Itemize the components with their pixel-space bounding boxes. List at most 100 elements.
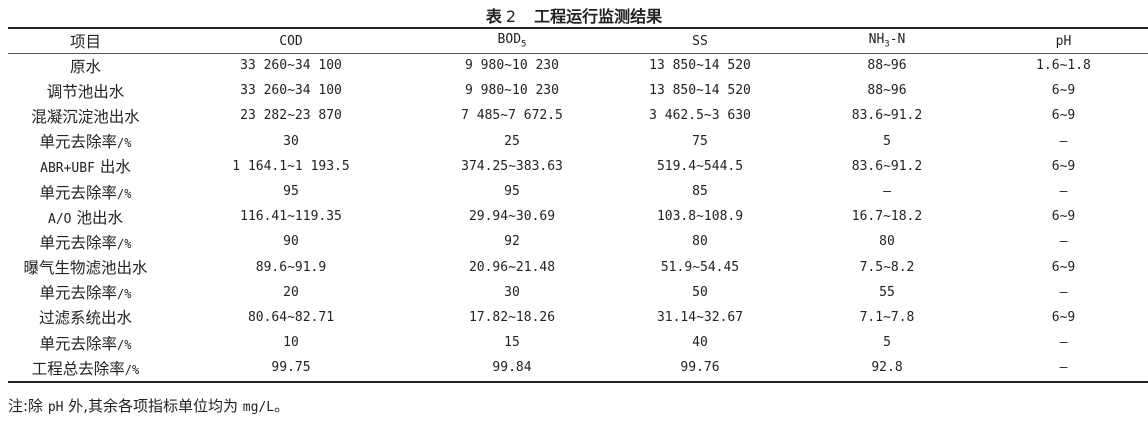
table-cell: 80 (879, 234, 895, 250)
table-cell: 25 (504, 133, 520, 149)
table-cell: 13 850~14 520 (649, 58, 751, 74)
top-rule (8, 27, 1148, 29)
table-cell: 99.75 (271, 360, 311, 376)
column-header: BOD5 (419, 29, 605, 53)
row-label-text: 调节池出水 (46, 82, 125, 101)
table-cell: 88~96 (867, 83, 907, 99)
header-text: SS (692, 33, 708, 49)
table-cell: 6~9 (1051, 209, 1076, 225)
row-label-unit: /% (117, 186, 132, 201)
table-cell: 7 485~7 672.5 (461, 108, 563, 124)
row-label: 混凝沉淀池出水 (8, 103, 163, 128)
row-label: 曝气生物滤池出水 (8, 255, 163, 280)
table-cell: 6~9 (1051, 83, 1076, 99)
bottom-rule (8, 381, 1148, 383)
table-row: 单元去除率/% 90 92 80 80 — (8, 229, 1148, 254)
table-cell: — (1059, 284, 1068, 300)
table-cell: 6~9 (1051, 309, 1076, 325)
row-label: ABR+UBF 出水 (8, 154, 163, 179)
row-label: 原水 (8, 53, 163, 78)
table-cell: 20 (283, 284, 299, 300)
header-subscript: 3 (884, 39, 890, 50)
table-row: 混凝沉淀池出水 23 282~23 870 7 485~7 672.5 3 462.5… (8, 103, 1148, 128)
header-suffix: -N (889, 32, 906, 48)
row-label-text: 过滤系统出水 (38, 309, 132, 328)
table-cell: — (1059, 184, 1068, 200)
table-cell: 83.6~91.2 (851, 108, 923, 124)
table-cell: 5 (883, 335, 891, 351)
monitoring-results-table: 项目 COD BOD5 SS NH3-N pH 原水 33 260~34 100 9 980~… (8, 29, 1148, 380)
row-label: 单元去除率/% (8, 179, 163, 204)
row-label: A/O 池出水 (8, 204, 163, 229)
table-row: 单元去除率/% 95 95 85 — — (8, 179, 1148, 204)
table-cell: 23 282~23 870 (240, 108, 342, 124)
table-row: ABR+UBF 出水 1 164.1~1 193.5 374.25~383.63 51… (8, 154, 1148, 179)
table-cell: 9 980~10 230 (465, 83, 559, 99)
header-row: 项目 COD BOD5 SS NH3-N pH (8, 29, 1148, 53)
table-cell: 92 (504, 234, 520, 250)
table-row: 曝气生物滤池出水 89.6~91.9 20.96~21.48 51.9~54.45 7.… (8, 255, 1148, 280)
row-label: 单元去除率/% (8, 330, 163, 355)
note-middle: 外,其余各项指标单位均为 (63, 397, 243, 415)
row-label: 工程总去除率/% (8, 355, 163, 380)
row-label-prefix: ABR+UBF (40, 161, 95, 177)
table-row: 调节池出水 33 260~34 100 9 980~10 230 13 850~14 … (8, 78, 1148, 103)
row-label-text: 原水 (69, 57, 101, 76)
table-cell: 17.82~18.26 (468, 309, 556, 325)
column-header: 项目 (8, 29, 163, 53)
header-subscript: 5 (521, 39, 527, 50)
table-cell: 95 (504, 184, 520, 200)
caption-prefix: 表 (485, 7, 502, 26)
header-text: BOD (497, 32, 522, 48)
row-label-text: 单元去除率 (39, 133, 118, 152)
header-text: COD (279, 33, 303, 49)
row-label: 调节池出水 (8, 78, 163, 103)
table-cell: — (1059, 360, 1068, 376)
table-row: A/O 池出水 116.41~119.35 29.94~30.69 103.8~108… (8, 204, 1148, 229)
table-cell: 90 (283, 234, 299, 250)
column-header: COD (163, 29, 419, 53)
table-cell: 88~96 (867, 58, 907, 74)
note-prefix: 注:除 (8, 397, 48, 415)
table-cell: 10 (283, 335, 299, 351)
row-label-text: 混凝沉淀池出水 (31, 107, 140, 126)
table-cell: 55 (879, 284, 895, 300)
row-label-text: 单元去除率 (39, 284, 118, 303)
row-label-unit: /% (117, 236, 132, 251)
table-cell: 116.41~119.35 (240, 209, 342, 225)
row-label-text: 池出水 (76, 208, 123, 227)
table-cell: 95 (283, 184, 299, 200)
table-row: 原水 33 260~34 100 9 980~10 230 13 850~14 520… (8, 53, 1148, 78)
table-cell: 50 (692, 284, 708, 300)
table-cell: 1.6~1.8 (1036, 58, 1091, 74)
row-label-prefix: A/O (48, 211, 72, 227)
table-row: 单元去除率/% 20 30 50 55 — (8, 280, 1148, 305)
table-cell: 99.84 (492, 360, 532, 376)
row-label-text: 单元去除率 (39, 233, 118, 252)
table-row: 过滤系统出水 80.64~82.71 17.82~18.26 31.14~32.67 7… (8, 305, 1148, 330)
header-text: 项目 (69, 33, 101, 51)
table-note: 注:除 pH 外,其余各项指标单位均为 mg/L。 (8, 395, 289, 416)
table-cell: 13 850~14 520 (649, 83, 751, 99)
header-text: NH (868, 32, 885, 48)
table-cell: 9 980~10 230 (465, 58, 559, 74)
table-cell: — (883, 184, 891, 200)
table-cell: 103.8~108.9 (656, 209, 744, 225)
row-label: 单元去除率/% (8, 129, 163, 154)
header-text: pH (1055, 33, 1072, 49)
table-cell: 7.5~8.2 (859, 259, 915, 275)
caption-text: 工程运行监测结果 (534, 7, 663, 26)
table-cell: 83.6~91.2 (851, 158, 923, 174)
note-suffix: 。 (274, 397, 290, 415)
table-cell: 6~9 (1051, 108, 1076, 124)
table-cell: 40 (692, 335, 708, 351)
row-label: 单元去除率/% (8, 229, 163, 254)
column-header: pH (979, 29, 1148, 53)
table-cell: 374.25~383.63 (461, 158, 563, 174)
table-cell: 80 (692, 234, 708, 250)
row-label-text: 工程总去除率 (31, 359, 125, 378)
row-label-unit: /% (117, 337, 132, 352)
note-unit: mg/L (242, 400, 275, 415)
table-cell: 89.6~91.9 (255, 259, 327, 275)
table-cell: — (1059, 234, 1068, 250)
